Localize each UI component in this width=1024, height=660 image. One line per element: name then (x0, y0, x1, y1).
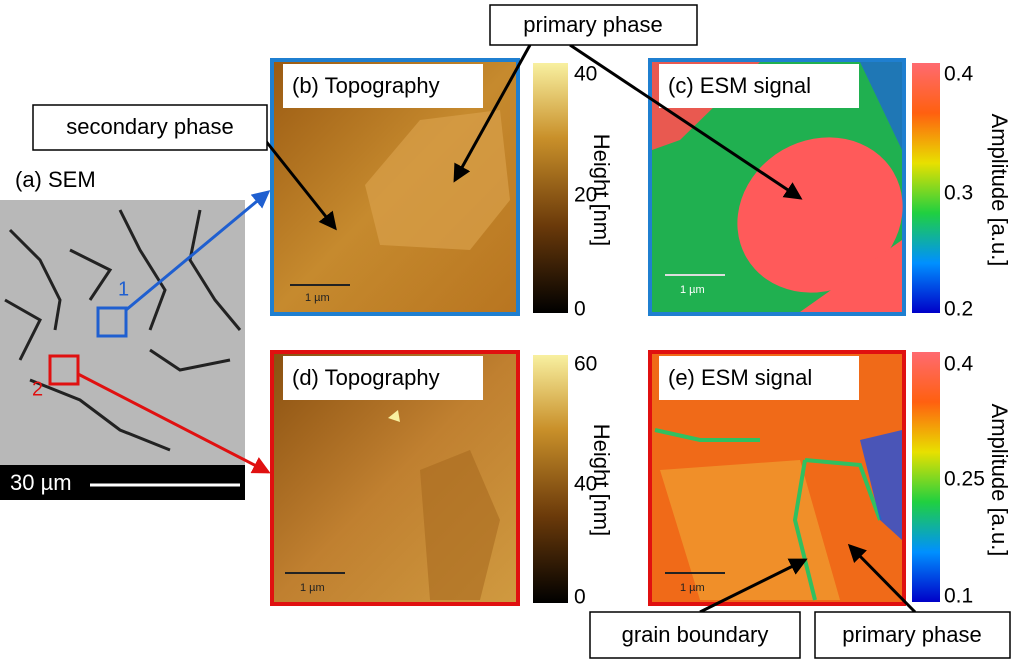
colorbar (533, 63, 568, 313)
sem-panel: 30 µm (a) SEM 1 2 (0, 162, 271, 500)
scale-label: 1 µm (300, 582, 325, 594)
sem-scale-label: 30 µm (10, 470, 72, 495)
sem-image (0, 200, 245, 500)
colorbar-tick: 0.1 (944, 585, 973, 608)
colorbar-tick: 0.25 (944, 468, 985, 491)
colorbar-tick: 40 (574, 63, 597, 86)
panel-label: (c) ESM signal (668, 73, 811, 98)
colorbar-tick: 0.4 (944, 353, 974, 376)
panel-label: (d) Topography (292, 365, 440, 390)
esm-panel: (c) ESM signal 1 µm 0.4 0.3 0.2 Amplitud… (648, 58, 1012, 321)
callout-box (489, 4, 698, 46)
colorbar (912, 352, 940, 602)
grain-boundary-lines (654, 428, 882, 601)
colorbar (912, 63, 940, 313)
callout-arrow (847, 543, 917, 614)
scale-label: 1 µm (305, 292, 330, 304)
colorbar-tick: 60 (574, 353, 597, 376)
panel-label: (e) ESM signal (668, 365, 812, 390)
link-arrow (77, 372, 271, 474)
grain (420, 450, 500, 600)
colorbar-label: Amplitude [a.u.] (987, 404, 1012, 557)
region-marker (96, 306, 128, 338)
colorbar-tick: 40 (574, 473, 597, 496)
callout-arrow (569, 43, 803, 200)
callout-box (814, 611, 1011, 659)
topography-panel: (b) Topography 1 µm 40 20 0 Height [nm] (270, 58, 614, 321)
colorbar-tick: 20 (574, 184, 597, 207)
region (860, 430, 902, 540)
label-box (659, 356, 859, 400)
label-box (659, 64, 859, 108)
topography-panel: (d) Topography 1 µm 60 40 0 Height [nm] (270, 350, 614, 609)
label-box (283, 356, 483, 400)
esm-panel: (e) ESM signal 1 µm 0.4 0.25 0.1 Amplitu… (648, 350, 1012, 608)
colorbar-tick: 0.3 (944, 182, 973, 205)
colorbar-tick: 0 (574, 586, 586, 609)
region (737, 137, 903, 293)
region (860, 62, 902, 150)
link-arrow (125, 190, 271, 312)
scale-label: 1 µm (680, 284, 705, 296)
panel-label: (b) Topography (292, 73, 440, 98)
colorbar (533, 355, 568, 603)
feature (388, 410, 400, 422)
region-number: 1 (118, 278, 129, 300)
callout-text: secondary phase (66, 114, 234, 139)
region-number: 2 (32, 378, 43, 400)
colorbar-label: Height [nm] (589, 134, 614, 247)
scale-label: 1 µm (680, 582, 705, 594)
callout-text: grain boundary (622, 622, 769, 647)
colorbar-tick: 0.4 (944, 63, 974, 86)
callout-text: primary phase (523, 12, 662, 37)
label-box (5, 162, 125, 198)
callout-text: primary phase (842, 622, 981, 647)
colorbar-tick: 0 (574, 298, 586, 321)
panel-label: (a) SEM (15, 167, 96, 192)
callout-arrow (263, 139, 337, 231)
callout-arrow (699, 558, 808, 614)
callouts: secondary phase primary phase grain boun… (32, 4, 1011, 659)
sem-scale-bar-bg (0, 465, 245, 500)
callout-box (589, 611, 801, 659)
colorbar-label: Height [nm] (589, 424, 614, 537)
colorbar-tick: 0.2 (944, 298, 973, 321)
callout-arrow (453, 44, 532, 183)
region (800, 240, 902, 312)
callout-box (32, 104, 268, 151)
sem-cracks (4, 209, 242, 452)
region-marker (48, 354, 80, 386)
label-box (283, 64, 483, 108)
colorbar-label: Amplitude [a.u.] (987, 114, 1012, 267)
